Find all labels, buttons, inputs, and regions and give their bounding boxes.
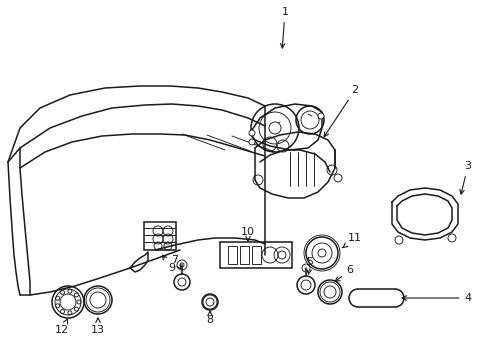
Text: 6: 6	[334, 265, 353, 282]
Bar	[143, 222, 176, 250]
Text: 5: 5	[306, 257, 313, 274]
Bar	[251, 246, 261, 264]
Bar	[240, 246, 248, 264]
Circle shape	[333, 174, 341, 182]
Bar	[227, 246, 237, 264]
Circle shape	[317, 113, 324, 119]
Text: 4: 4	[401, 293, 470, 303]
Circle shape	[248, 139, 254, 145]
Text: 12: 12	[55, 319, 69, 335]
Text: 1: 1	[280, 7, 288, 48]
Bar	[220, 242, 291, 268]
Text: 9: 9	[162, 255, 175, 273]
Text: 11: 11	[342, 233, 361, 248]
Text: 3: 3	[459, 161, 470, 194]
Text: 2: 2	[324, 85, 358, 137]
Text: 8: 8	[206, 311, 213, 325]
Text: 13: 13	[91, 318, 105, 335]
Circle shape	[268, 122, 281, 134]
Text: 7: 7	[171, 255, 181, 269]
Circle shape	[248, 130, 254, 136]
Text: 10: 10	[241, 227, 254, 241]
